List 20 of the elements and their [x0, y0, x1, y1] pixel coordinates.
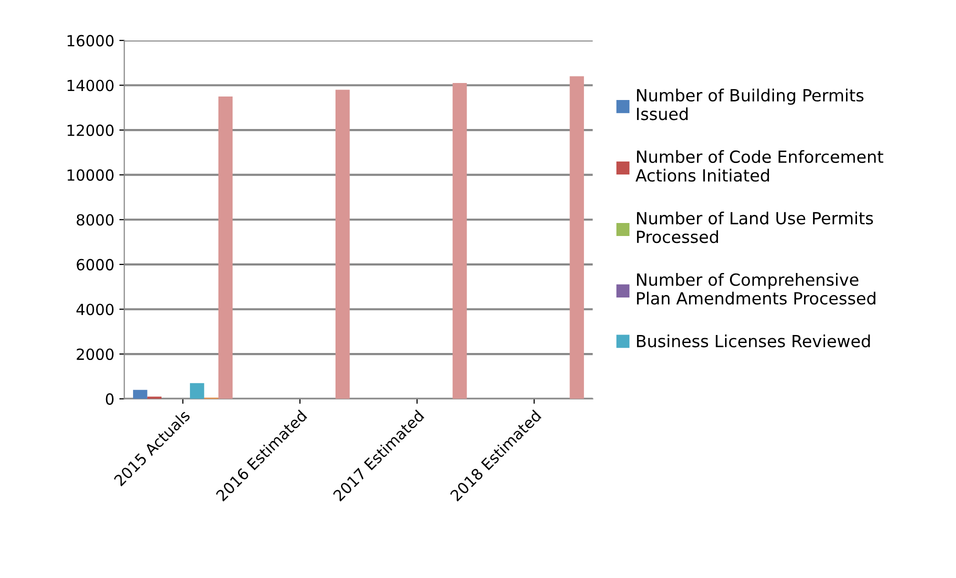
- legend-label: Number of Land Use Permits Processed: [637, 212, 873, 244]
- bar: [335, 90, 350, 399]
- bar: [570, 76, 584, 399]
- y-tick-label: 16000: [68, 34, 114, 46]
- bar: [452, 83, 467, 399]
- y-tick-label: 10000: [68, 169, 114, 181]
- bar: [133, 390, 148, 399]
- y-tick-label: 6000: [76, 258, 114, 270]
- legend-label: Number of Building Permits Issued: [637, 88, 864, 120]
- legend-label: Number of Code Enforcement Actions Initiated: [636, 150, 884, 182]
- y-tick-label: 2000: [76, 348, 114, 360]
- legend-label: Business Licenses Reviewed: [637, 334, 870, 348]
- legend-label: Number of Comprehensive Plan Amendments Processed: [637, 273, 876, 305]
- y-tick-label: 8000: [76, 214, 114, 226]
- bar: [218, 96, 233, 399]
- bar: [190, 383, 204, 399]
- y-tick-label: 0: [106, 393, 114, 405]
- y-tick-label: 4000: [76, 304, 114, 316]
- y-tick-label: 12000: [68, 124, 114, 136]
- y-tick-label: 14000: [68, 80, 114, 92]
